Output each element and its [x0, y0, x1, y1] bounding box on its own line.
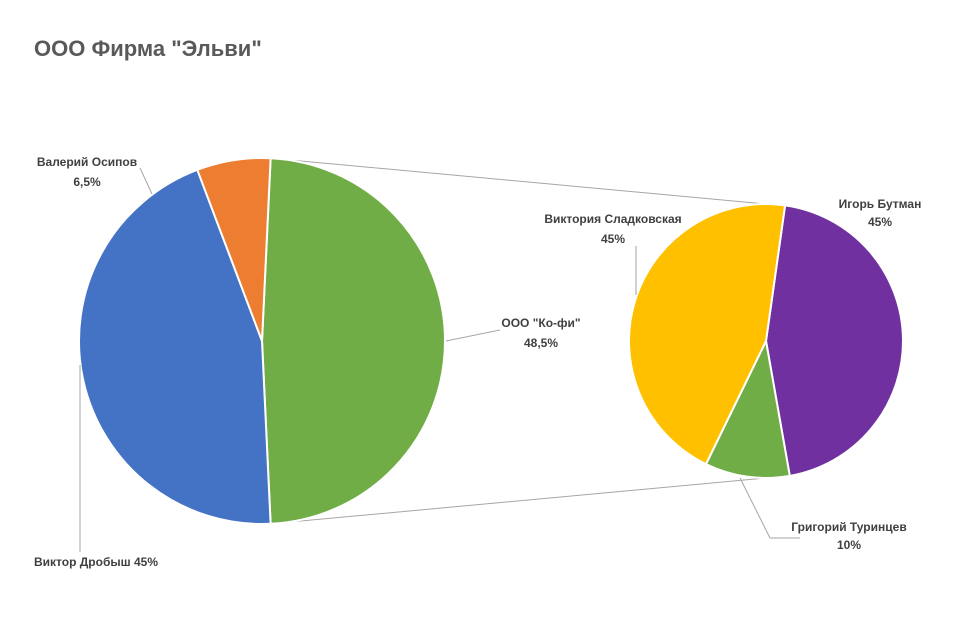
connector-line: [270, 157, 767, 205]
data-label-value: 6,5%: [73, 175, 101, 189]
connectors: [270, 157, 767, 525]
pie-slice: [764, 204, 904, 478]
data-label-name: Виктория Сладковская: [544, 212, 681, 226]
data-label-value: 10%: [837, 538, 861, 552]
pie-slice: [260, 157, 447, 525]
leader-line: [445, 329, 501, 342]
pie-slice: [196, 157, 272, 342]
data-label-value: 45%: [868, 215, 892, 229]
slices: [78, 157, 904, 525]
data-label-name: Валерий Осипов: [37, 155, 137, 169]
labels: Валерий Осипов 6,5% ООО "Ко-фи" 48,5% Виктор…: [34, 155, 921, 569]
pie-slice: [704, 337, 791, 479]
pie-slice: [628, 203, 787, 466]
pie-slice: [78, 168, 272, 525]
data-label-name: ООО "Ко-фи": [501, 316, 580, 330]
chart-title: ООО Фирма "Эльви": [34, 36, 262, 61]
leader-line: [139, 167, 153, 195]
data-label-value: 45%: [601, 232, 625, 246]
data-label: Виктор Дробыш 45%: [34, 555, 158, 569]
data-label-name: Григорий Туринцев: [791, 520, 906, 534]
data-label-name: Игорь Бутман: [839, 197, 922, 211]
connector-line: [270, 477, 767, 525]
data-label-value: 45%: [134, 555, 158, 569]
leader-line: [739, 477, 800, 539]
data-label-value: 48,5%: [524, 336, 558, 350]
data-label-name: Виктор Дробыш: [34, 555, 131, 569]
